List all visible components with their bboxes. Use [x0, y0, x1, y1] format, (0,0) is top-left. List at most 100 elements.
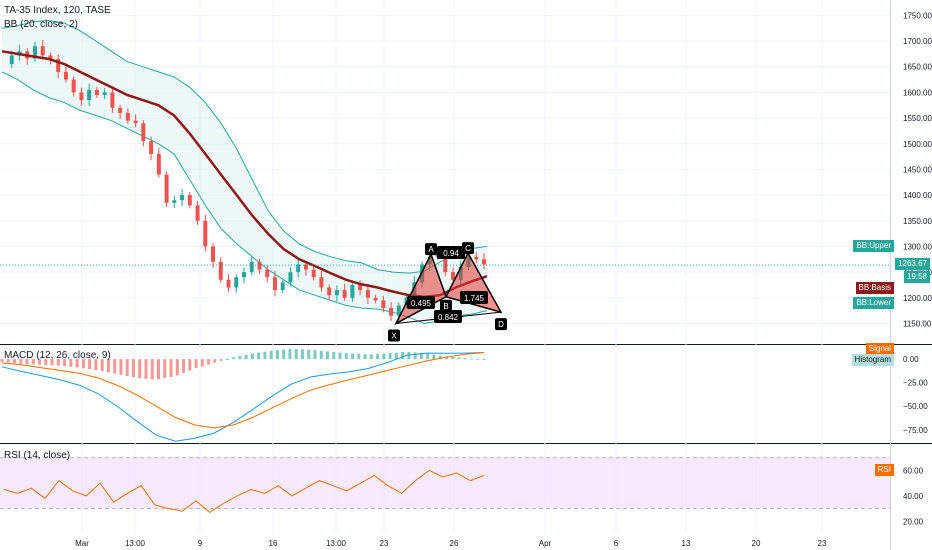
macd-histogram-bar [125, 359, 129, 377]
rsi-label[interactable]: RSI (14, close) [4, 450, 71, 461]
macd-histogram-bar [300, 349, 304, 360]
candle-body [474, 256, 479, 260]
macd-histogram-bar [250, 353, 254, 360]
macd-histogram-bar [6, 359, 10, 363]
pattern-point-label: D [498, 320, 504, 329]
macd-histogram-bar [0, 359, 4, 362]
candle-body [110, 92, 115, 108]
candle-body [249, 261, 254, 273]
macd-histogram-bar [113, 359, 117, 374]
pattern-point-label: A [428, 245, 434, 254]
macd-histogram-bar [182, 359, 186, 373]
candle-body [296, 264, 301, 273]
macd-histogram-bar [150, 359, 154, 380]
macd-histogram-bar [257, 352, 261, 360]
pattern-point-label: C [465, 244, 471, 253]
macd-histogram-bar [344, 353, 348, 360]
macd-histogram-bar [432, 354, 436, 360]
macd-histogram-bar [269, 350, 273, 360]
macd-signal-line [1, 352, 485, 429]
pattern-point-box [388, 329, 400, 342]
price-tick-label: 1550.00 [903, 114, 932, 123]
x-tick-label: 23 [818, 539, 827, 548]
macd-histogram-bar [156, 359, 160, 380]
macd-histogram-bar [294, 349, 298, 360]
macd-histogram-bar [319, 350, 323, 360]
macd-histogram-bar [207, 359, 211, 365]
macd-histogram-bar [175, 359, 179, 376]
candle-body [389, 308, 394, 316]
candle-body [311, 269, 316, 278]
macd-histogram-bar [188, 359, 192, 371]
candle-body [288, 272, 293, 283]
macd-histogram-bar [382, 353, 386, 360]
macd-histogram-bar [394, 352, 398, 360]
x-tick-label: 13:00 [326, 539, 347, 548]
macd-histogram-bar [469, 358, 473, 360]
x-tick-label: 9 [198, 539, 203, 548]
candle-body [172, 200, 177, 203]
macd-histogram-bar [19, 359, 23, 364]
rsi-line [3, 469, 485, 514]
rsi-band [0, 457, 890, 509]
candle-body [226, 279, 231, 288]
price-tick-label: 1750.00 [903, 11, 932, 20]
candle-body [350, 284, 355, 298]
candle-body [32, 46, 37, 59]
macd-histogram-bar [213, 359, 217, 363]
candle-body [71, 79, 76, 93]
macd-histogram-bar [476, 358, 480, 360]
price-tick-label: 1150.00 [903, 319, 932, 328]
price-tick-label: 1650.00 [903, 63, 932, 72]
histogram-tag: Histogram [851, 354, 894, 366]
macd-histogram-bar [457, 357, 461, 360]
candle-body [358, 284, 363, 291]
macd-tick-label: −50.00 [903, 402, 928, 411]
macd-histogram-bar [31, 359, 35, 365]
candle-body [156, 154, 161, 175]
pattern-ratio-label: 1.745 [464, 294, 485, 303]
candle-body [203, 220, 208, 247]
bb-basis-line [1, 50, 488, 299]
pattern-ratio-box [460, 291, 488, 304]
candle-body [373, 297, 378, 301]
macd-histogram-bar [81, 359, 85, 369]
macd-histogram-bar [56, 359, 60, 366]
macd-label[interactable]: MACD (12, 26, close, 9) [4, 350, 111, 361]
pattern-point-box [440, 299, 452, 312]
candle-body [319, 277, 324, 288]
candle-body [396, 305, 401, 316]
pattern-ratio-label: 0.495 [411, 299, 432, 308]
candle-body [125, 112, 130, 121]
candle-body [443, 254, 448, 273]
macd-histogram-bar [25, 359, 29, 365]
candle-body [257, 261, 262, 270]
price-tick-label: 1400.00 [903, 191, 932, 200]
macd-histogram-bar [263, 351, 267, 360]
macd-histogram-bar [357, 353, 361, 360]
macd-histogram-bar [313, 350, 317, 360]
macd-histogram-bar [376, 353, 380, 360]
macd-histogram-bar [225, 359, 229, 361]
macd-histogram-bar [401, 352, 405, 360]
price-tick-label: 1600.00 [903, 88, 932, 97]
candle-body [40, 46, 45, 56]
x-tick-label: 6 [614, 539, 619, 548]
signal-tag: Signal [865, 343, 894, 355]
pattern-ratio-box [437, 246, 465, 259]
macd-histogram-bar [100, 359, 104, 372]
macd-histogram-bar [200, 359, 204, 367]
macd-histogram-bar [351, 353, 355, 360]
candle-body [79, 92, 84, 101]
bb-basis-tag: BB:Basis [855, 282, 894, 294]
macd-histogram-bar [194, 359, 198, 369]
candle-body [234, 277, 239, 288]
candle-body [327, 287, 332, 296]
candle-body [133, 120, 138, 124]
pattern-ratio-label: 0.94 [443, 249, 459, 258]
countdown-tag: 19:58 [903, 271, 930, 283]
candle-body [63, 71, 68, 80]
bb-label[interactable]: BB (20, close, 2) [4, 19, 78, 30]
macd-histogram-bar [119, 359, 123, 375]
